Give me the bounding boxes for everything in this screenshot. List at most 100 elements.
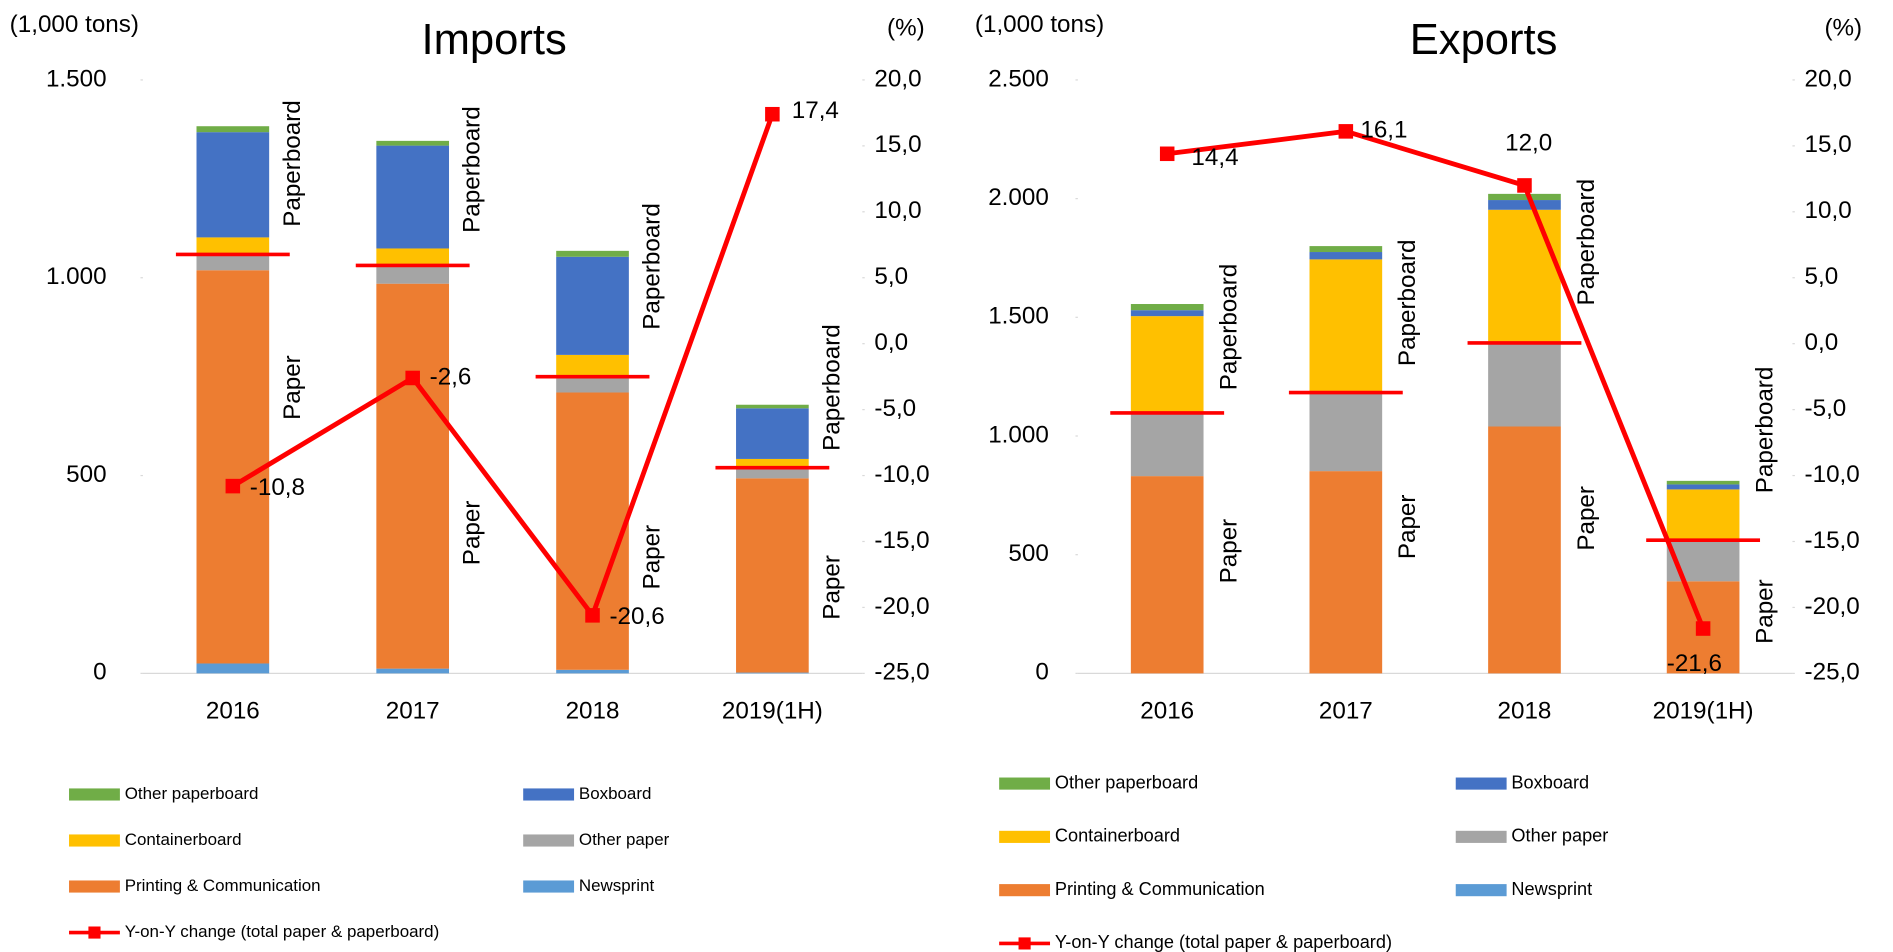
bar-segment (1488, 209, 1561, 343)
legend-marker (1018, 937, 1031, 950)
paperboard-label: Paperboard (279, 100, 306, 227)
bar-segment (1309, 259, 1383, 393)
legend-label: Y-on-Y change (total paper & paperboard) (125, 922, 440, 941)
data-label: -2,6 (430, 363, 472, 390)
y2-tick-label: -20,0 (874, 593, 929, 620)
yoy-line (231, 113, 775, 621)
yoy-marker (1695, 621, 1711, 636)
y2-tick-label: 15,0 (874, 131, 921, 158)
legend-label: Printing & Communication (1055, 879, 1265, 899)
bar-segment (736, 478, 809, 673)
legend-label: Other paper (579, 830, 670, 849)
paperboard-label: Paperboard (818, 324, 845, 451)
data-label: 12,0 (1505, 130, 1552, 157)
x-tick-label: 2016 (1140, 698, 1194, 725)
chart-title: Exports (1410, 16, 1558, 64)
bar-segment (736, 672, 809, 674)
y2-tick-label: -10,0 (874, 461, 929, 488)
legend-label: Boxboard (1511, 772, 1589, 792)
bar-segment (556, 256, 629, 355)
data-label: -21,6 (1667, 650, 1722, 677)
bar-segment (556, 392, 629, 670)
y2-tick-label: 10,0 (874, 197, 921, 224)
paper-label: Paper (638, 525, 665, 590)
paperboard-label: Paperboard (1751, 367, 1778, 494)
bar-segment (376, 283, 450, 669)
bar-segment (1488, 426, 1561, 674)
legend-label: Newsprint (1511, 879, 1592, 899)
yoy-marker (1159, 146, 1175, 162)
bar-segment (1130, 316, 1204, 413)
legend-label: Containerboard (1055, 826, 1180, 846)
bar-segment (376, 145, 450, 249)
y-tick-label: 1.500 (988, 303, 1049, 330)
data-label: 14,4 (1191, 144, 1238, 171)
yoy-marker (225, 478, 241, 494)
bar-segment (556, 354, 629, 377)
y2-axis-label: (%) (887, 14, 925, 41)
bar-segment (1666, 489, 1740, 541)
bar-segment (556, 376, 629, 393)
bar-segment (736, 458, 809, 468)
bar-segment (196, 237, 270, 255)
y-tick-label: 1.000 (46, 263, 107, 290)
bar-segment (1130, 412, 1204, 477)
x-tick-label: 2019(1H) (722, 698, 823, 725)
paperboard-label: Paperboard (1573, 179, 1600, 306)
y2-tick-label: -15,0 (1805, 527, 1860, 554)
bar-segment (1130, 310, 1204, 317)
bar-segment (196, 663, 270, 674)
bar-segment (1666, 484, 1740, 490)
bar-segment (1309, 471, 1383, 674)
legend-swatch (69, 880, 120, 893)
y-tick-label: 500 (1008, 540, 1048, 567)
bar-segment (1130, 304, 1204, 311)
bar-segment (196, 254, 270, 271)
paper-label: Paper (459, 501, 486, 566)
bar-segment (1488, 193, 1561, 201)
x-tick-label: 2017 (1319, 698, 1373, 725)
bar-segment (1666, 480, 1740, 485)
paper-label: Paper (279, 355, 306, 420)
paperboard-label: Paperboard (1394, 239, 1421, 366)
data-label: 17,4 (792, 97, 839, 124)
chart-title: Imports (421, 16, 566, 64)
y2-tick-label: 5,0 (1805, 263, 1839, 290)
bar-segment (736, 408, 809, 459)
yoy-marker (405, 370, 420, 386)
paperboard-label: Paperboard (1216, 264, 1243, 391)
legend-swatch (523, 834, 575, 847)
y2-tick-label: -25,0 (1805, 659, 1860, 686)
y-tick-label: 0 (93, 659, 106, 686)
y-tick-label: 2.500 (988, 65, 1049, 92)
y2-axis-label: (%) (1824, 14, 1862, 41)
data-label: -10,8 (250, 474, 305, 501)
y2-tick-label: 20,0 (874, 65, 921, 92)
paperboard-label: Paperboard (459, 106, 486, 233)
bar-segment (1309, 392, 1383, 472)
bar-segment (556, 250, 629, 257)
y2-tick-label: -25,0 (874, 659, 929, 686)
y2-tick-label: -15,0 (874, 527, 929, 554)
bar-segment (376, 265, 450, 284)
y2-tick-label: -5,0 (1805, 395, 1847, 422)
legend-swatch (1455, 830, 1507, 843)
legend-swatch (69, 788, 120, 801)
y-axis-label: (1,000 tons) (10, 11, 139, 38)
y2-tick-label: 0,0 (1805, 329, 1839, 356)
y-tick-label: 1.000 (988, 421, 1049, 448)
bar-segment (736, 467, 809, 479)
legend-swatch (999, 777, 1051, 790)
x-tick-label: 2017 (386, 698, 440, 725)
legend-swatch (69, 834, 120, 847)
y2-tick-label: 5,0 (874, 263, 908, 290)
bar-segment (376, 668, 450, 674)
yoy-marker (1338, 124, 1354, 139)
bar-segment (1309, 246, 1383, 253)
bar-segment (556, 669, 629, 674)
bar-segment (196, 126, 270, 133)
legend-label: Other paperboard (125, 784, 259, 803)
bar-segment (376, 248, 450, 266)
y-tick-label: 0 (1035, 659, 1048, 686)
